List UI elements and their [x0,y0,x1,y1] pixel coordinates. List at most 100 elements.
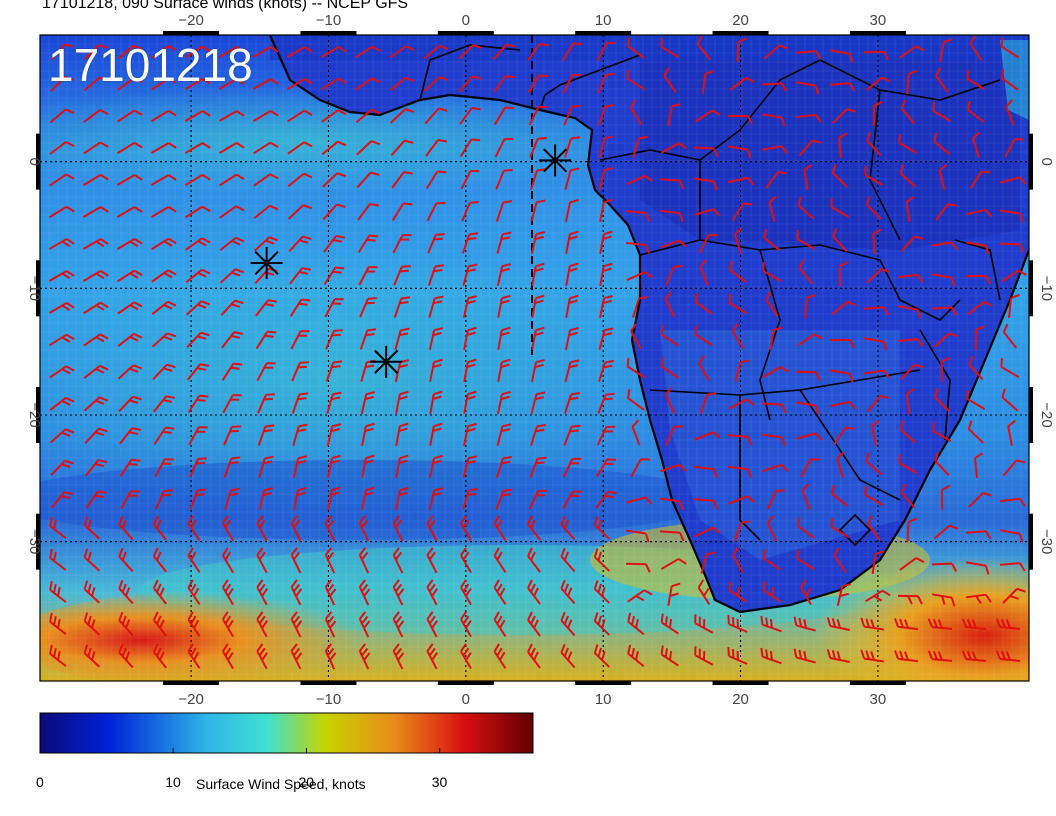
wind-barb [870,419,880,446]
wind-barb [940,356,950,383]
wind-barb [458,44,482,60]
wind-barb [931,562,958,572]
wind-barb [118,579,134,605]
wind-barb [769,326,783,351]
wind-barb [493,106,515,126]
wind-barb [897,594,923,605]
wind-barb [428,295,444,318]
wind-barb [83,580,101,604]
wind-barb [290,611,303,638]
wind-barb [659,497,684,511]
wind-barb [826,649,850,663]
wind-barb [286,77,313,91]
wind-barb [665,425,684,446]
wind-barb [625,210,651,222]
wind-barb [256,611,269,638]
wind-barb [933,132,951,156]
wind-barb [185,237,211,251]
wind-barb [564,391,580,414]
wind-barb [829,338,856,349]
wind-barb [218,78,245,90]
frame-tick-right [1029,387,1033,443]
wind-barb [531,326,545,351]
wind-barb [531,262,545,287]
wind-barb [860,617,885,631]
wind-barb [664,387,676,414]
wind-barb [694,526,721,538]
wind-barb [593,644,610,668]
wind-barb [151,77,177,91]
frame-tick-top [849,31,906,35]
wind-barb [660,325,679,347]
wind-barb [357,234,379,254]
wind-barb [426,611,439,638]
wind-barb [1002,323,1018,349]
wind-barb [999,209,1024,223]
wind-barb [290,330,310,350]
wind-barb [864,166,884,186]
wind-barb [1007,419,1016,447]
wind-barb [117,364,143,380]
wind-barb [219,173,245,187]
wind-barb [289,267,312,285]
wind-barb [1002,459,1026,477]
wind-barb [222,547,234,574]
wind-barb [833,547,847,573]
wind-barb [49,396,75,411]
wind-barb [871,550,885,575]
wind-barb [323,266,345,285]
wind-barb [428,487,444,510]
wind-barb [863,369,890,379]
wind-barb [933,332,959,348]
wind-barb [660,37,680,59]
wind-barb [596,458,617,478]
wind-barb [866,131,882,157]
wind-barb [151,45,177,59]
wind-barb [84,427,108,444]
wind-barb [287,109,313,123]
wind-barb [324,298,344,318]
wind-barb [222,611,234,638]
wind-barb [999,562,1026,572]
wind-barb [427,233,445,254]
wind-barb [969,170,991,189]
wind-barb [660,613,679,635]
wind-barb [292,455,308,478]
wind-barb [733,227,743,254]
wind-barb [497,358,511,383]
wind-barb [120,490,140,510]
wind-barb [665,265,683,286]
wind-barb [597,392,615,414]
wind-barb [829,82,856,92]
wind-barbs [48,35,1027,670]
lat-label-right: 0 [1038,157,1055,165]
wind-barb [598,327,614,350]
wind-barb [804,293,816,319]
wind-barb [254,236,279,252]
wind-barb [82,270,109,282]
wind-barb [83,364,109,379]
wind-barb [493,74,515,93]
lat-label-right: −20 [1038,402,1055,427]
wind-barb [527,611,541,637]
wind-barb [323,235,346,253]
wind-barb [83,301,109,315]
wind-barb [659,178,685,190]
wind-barb [48,302,75,314]
wind-barb [940,484,951,511]
wind-barb [221,362,243,381]
wind-barb [626,69,645,91]
wind-barb [255,330,277,349]
wind-barb [50,491,74,509]
frame-tick-left [36,387,40,443]
wind-barb [461,201,479,222]
wind-barb [357,203,379,221]
wind-barb [219,268,245,284]
wind-barb [219,205,245,219]
wind-barb [695,109,721,123]
wind-barb [392,547,404,574]
wind-barb [934,451,950,476]
wind-barb [423,44,449,60]
wind-barb [85,490,107,509]
